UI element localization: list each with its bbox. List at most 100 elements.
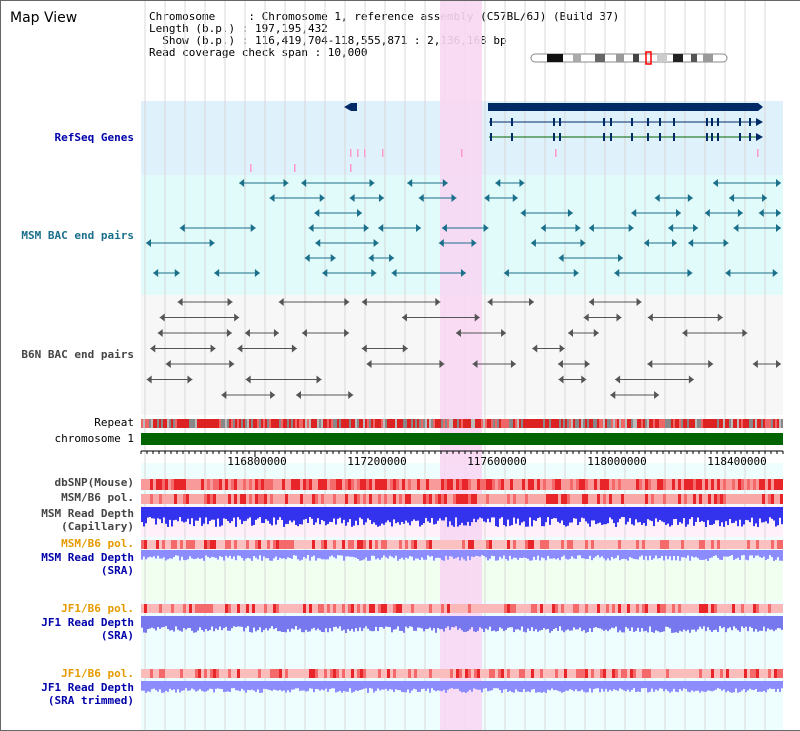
- heat-strips[interactable]: [141, 479, 783, 678]
- track-label-msm-bac[interactable]: MSM BAC end pairs: [21, 229, 134, 242]
- gene-block-small[interactable]: [344, 103, 357, 111]
- depth-bar: [413, 550, 415, 561]
- heat-cell: [576, 540, 579, 549]
- depth-bar: [641, 550, 643, 556]
- heat-cell: [459, 494, 462, 504]
- repeat-segment: [779, 419, 781, 428]
- heat-cell: [282, 669, 285, 678]
- depth-bar: [359, 550, 361, 561]
- heat-cell: [435, 494, 438, 504]
- heat-cell: [198, 669, 201, 678]
- b6n-bac-pairs[interactable]: [146, 298, 781, 399]
- depth-bar: [381, 550, 383, 558]
- depth-bar: [767, 616, 769, 629]
- heat-cell: [339, 494, 342, 504]
- repeat-segment: [485, 419, 487, 428]
- heat-cell: [657, 669, 660, 678]
- heat-cell: [492, 604, 495, 613]
- track-label-jf1-pol[interactable]: JF1/B6 pol.: [61, 602, 134, 615]
- track-label-msm-depth-sra[interactable]: MSM Read Depth: [41, 551, 134, 564]
- heat-cell: [153, 540, 156, 549]
- depth-bar: [533, 681, 535, 689]
- repeat-segment: [217, 419, 219, 428]
- heat-cell: [597, 604, 600, 613]
- depth-bar: [463, 681, 465, 693]
- depth-bar: [285, 681, 287, 693]
- heat-cell: [150, 479, 153, 490]
- depth-bar: [523, 681, 525, 690]
- track-label-jf1-trim[interactable]: JF1 Read Depth: [41, 681, 134, 694]
- chromosome-ideogram[interactable]: [530, 51, 728, 65]
- depth-bar: [395, 507, 397, 524]
- depth-bar: [639, 681, 641, 692]
- heat-cell: [534, 494, 537, 504]
- depth-bar: [305, 681, 307, 692]
- heat-cell: [276, 494, 279, 504]
- depth-bar: [663, 616, 665, 632]
- chromosome-bar[interactable]: [141, 433, 783, 445]
- depth-bar: [293, 550, 295, 556]
- depth-bar: [505, 550, 507, 560]
- gene-block-large[interactable]: [488, 103, 763, 111]
- repeat-track[interactable]: [141, 419, 783, 428]
- depth-bar: [349, 616, 351, 631]
- track-label-refseq[interactable]: RefSeq Genes: [54, 131, 134, 144]
- depth-bar: [189, 550, 191, 557]
- heat-cell: [522, 479, 525, 490]
- heat-cell: [750, 669, 753, 678]
- bac-end: [187, 375, 193, 384]
- repeat-segment: [753, 419, 755, 428]
- depth-bar: [743, 507, 745, 525]
- depth-bar: [267, 616, 269, 631]
- repeat-segment: [191, 419, 193, 428]
- track-label-repeat[interactable]: Repeat: [94, 416, 134, 429]
- track-label-msm-pol-2[interactable]: MSM/B6 pol.: [61, 537, 134, 550]
- depth-bar: [267, 681, 269, 690]
- repeat-segment: [585, 419, 587, 428]
- heat-cell: [741, 479, 744, 490]
- repeat-segment: [611, 419, 613, 428]
- heat-cell: [267, 669, 270, 678]
- depth-bar: [161, 616, 163, 628]
- track-label-dbsnp[interactable]: dbSNP(Mouse): [54, 476, 134, 489]
- depth-bar: [717, 681, 719, 689]
- repeat-segment: [213, 419, 215, 428]
- depth-bar: [483, 681, 485, 689]
- depth-bar: [721, 507, 723, 523]
- depth-bar: [247, 550, 249, 558]
- heat-cell: [453, 494, 456, 504]
- track-label-chromosome[interactable]: chromosome 1: [54, 432, 134, 445]
- bac-end: [244, 329, 250, 337]
- depth-bar: [705, 616, 707, 632]
- depth-bar: [329, 550, 331, 557]
- heat-cell: [183, 479, 186, 490]
- heat-cell: [192, 494, 195, 504]
- track-label-msm-depth-cap[interactable]: MSM Read Depth: [41, 507, 134, 520]
- depth-bar: [665, 550, 667, 556]
- refseq-genes[interactable]: [250, 103, 763, 172]
- read-depth-tracks[interactable]: [141, 507, 783, 693]
- heat-cell: [330, 479, 333, 490]
- depth-bar: [517, 681, 519, 692]
- depth-bar: [491, 616, 493, 632]
- track-label-jf1-pol-2[interactable]: JF1/B6 pol.: [61, 667, 134, 680]
- depth-bar: [511, 681, 513, 693]
- heat-cell: [312, 494, 315, 504]
- heat-cell: [357, 479, 360, 490]
- heat-cell: [564, 669, 567, 678]
- heat-cell: [150, 669, 153, 678]
- track-label-jf1-depth[interactable]: JF1 Read Depth: [41, 616, 134, 629]
- track-label-b6n-bac[interactable]: B6N BAC end pairs: [21, 348, 134, 361]
- heat-cell: [309, 540, 312, 549]
- depth-bar: [727, 616, 729, 629]
- heat-cell: [465, 479, 468, 490]
- heat-cell: [288, 479, 291, 490]
- depth-bar: [661, 681, 663, 689]
- track-label-msm-pol[interactable]: MSM/B6 pol.: [61, 491, 134, 504]
- heat-cell: [171, 669, 174, 678]
- exon: [673, 118, 675, 126]
- msm-bac-pairs[interactable]: [146, 179, 781, 277]
- depth-bar: [141, 616, 143, 628]
- depth-bar: [239, 681, 241, 692]
